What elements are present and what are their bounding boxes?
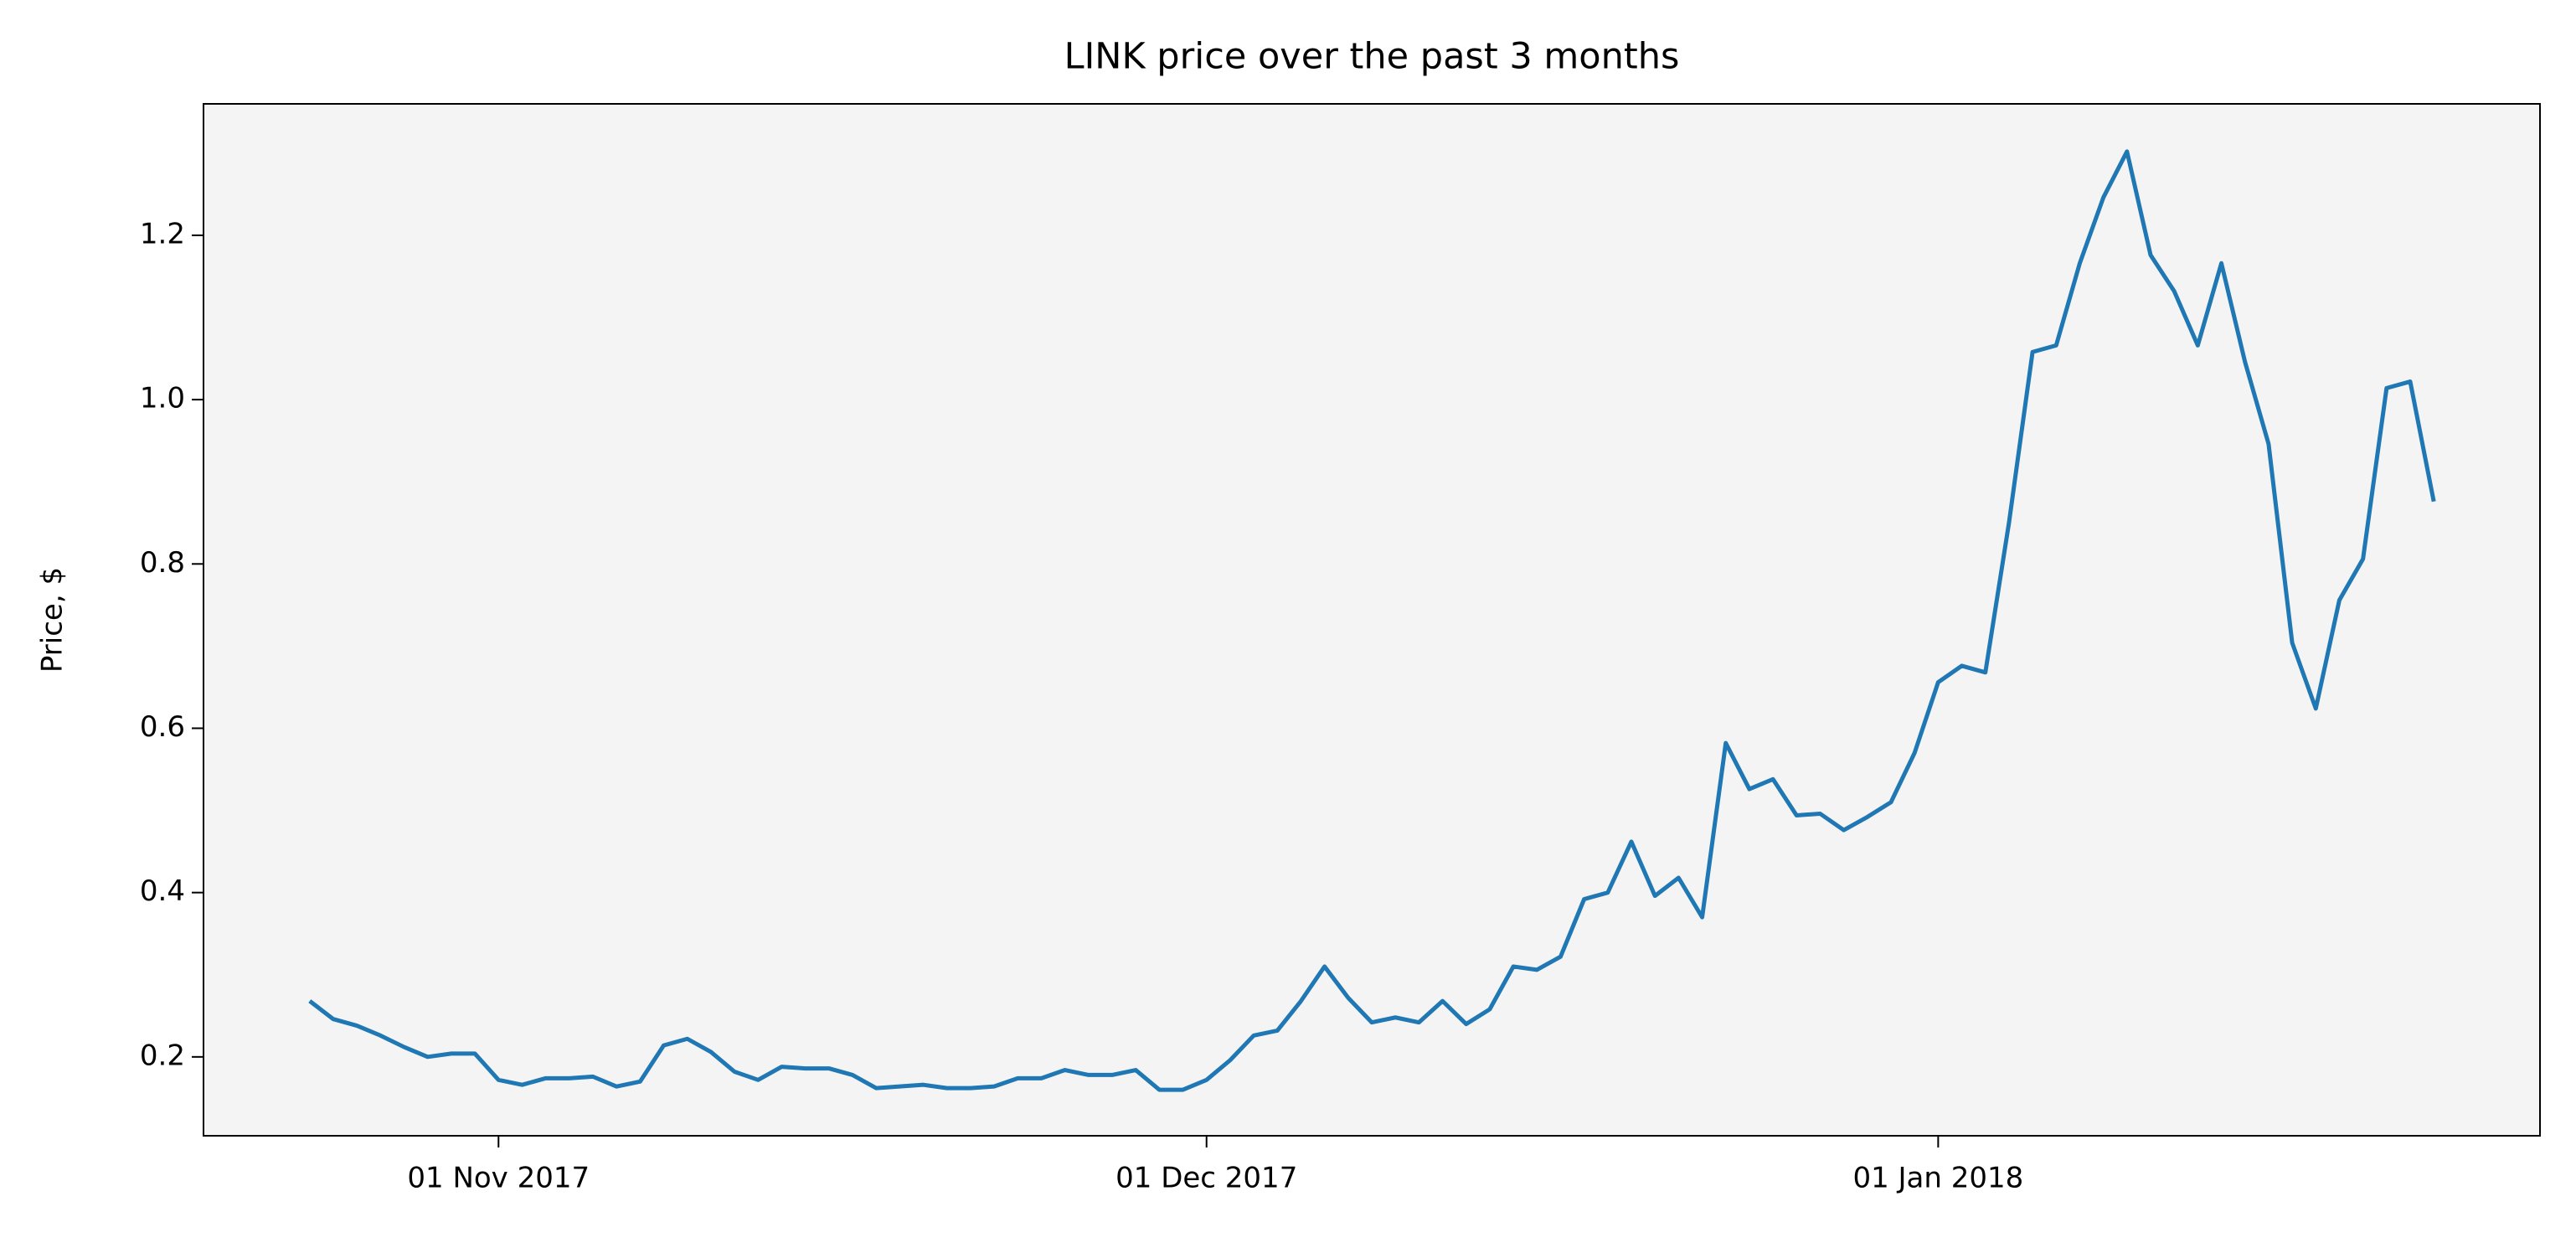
plot-background bbox=[204, 104, 2540, 1136]
y-tick-label: 0.8 bbox=[140, 546, 185, 580]
x-tick-label: 01 Dec 2017 bbox=[1115, 1162, 1297, 1195]
y-tick-label: 1.2 bbox=[140, 217, 185, 250]
y-tick-label: 0.2 bbox=[140, 1039, 185, 1072]
x-tick-label: 01 Nov 2017 bbox=[407, 1162, 590, 1195]
chart-title: LINK price over the past 3 months bbox=[1064, 36, 1680, 78]
x-tick-label: 01 Jan 2018 bbox=[1852, 1162, 2023, 1195]
price-line bbox=[308, 149, 2436, 1092]
y-axis-label: Price, $ bbox=[36, 567, 70, 673]
y-tick-label: 0.6 bbox=[140, 710, 185, 744]
plot-frame bbox=[203, 103, 2541, 1137]
y-tick-label: 1.0 bbox=[140, 382, 185, 415]
y-tick-label: 0.4 bbox=[140, 874, 185, 908]
